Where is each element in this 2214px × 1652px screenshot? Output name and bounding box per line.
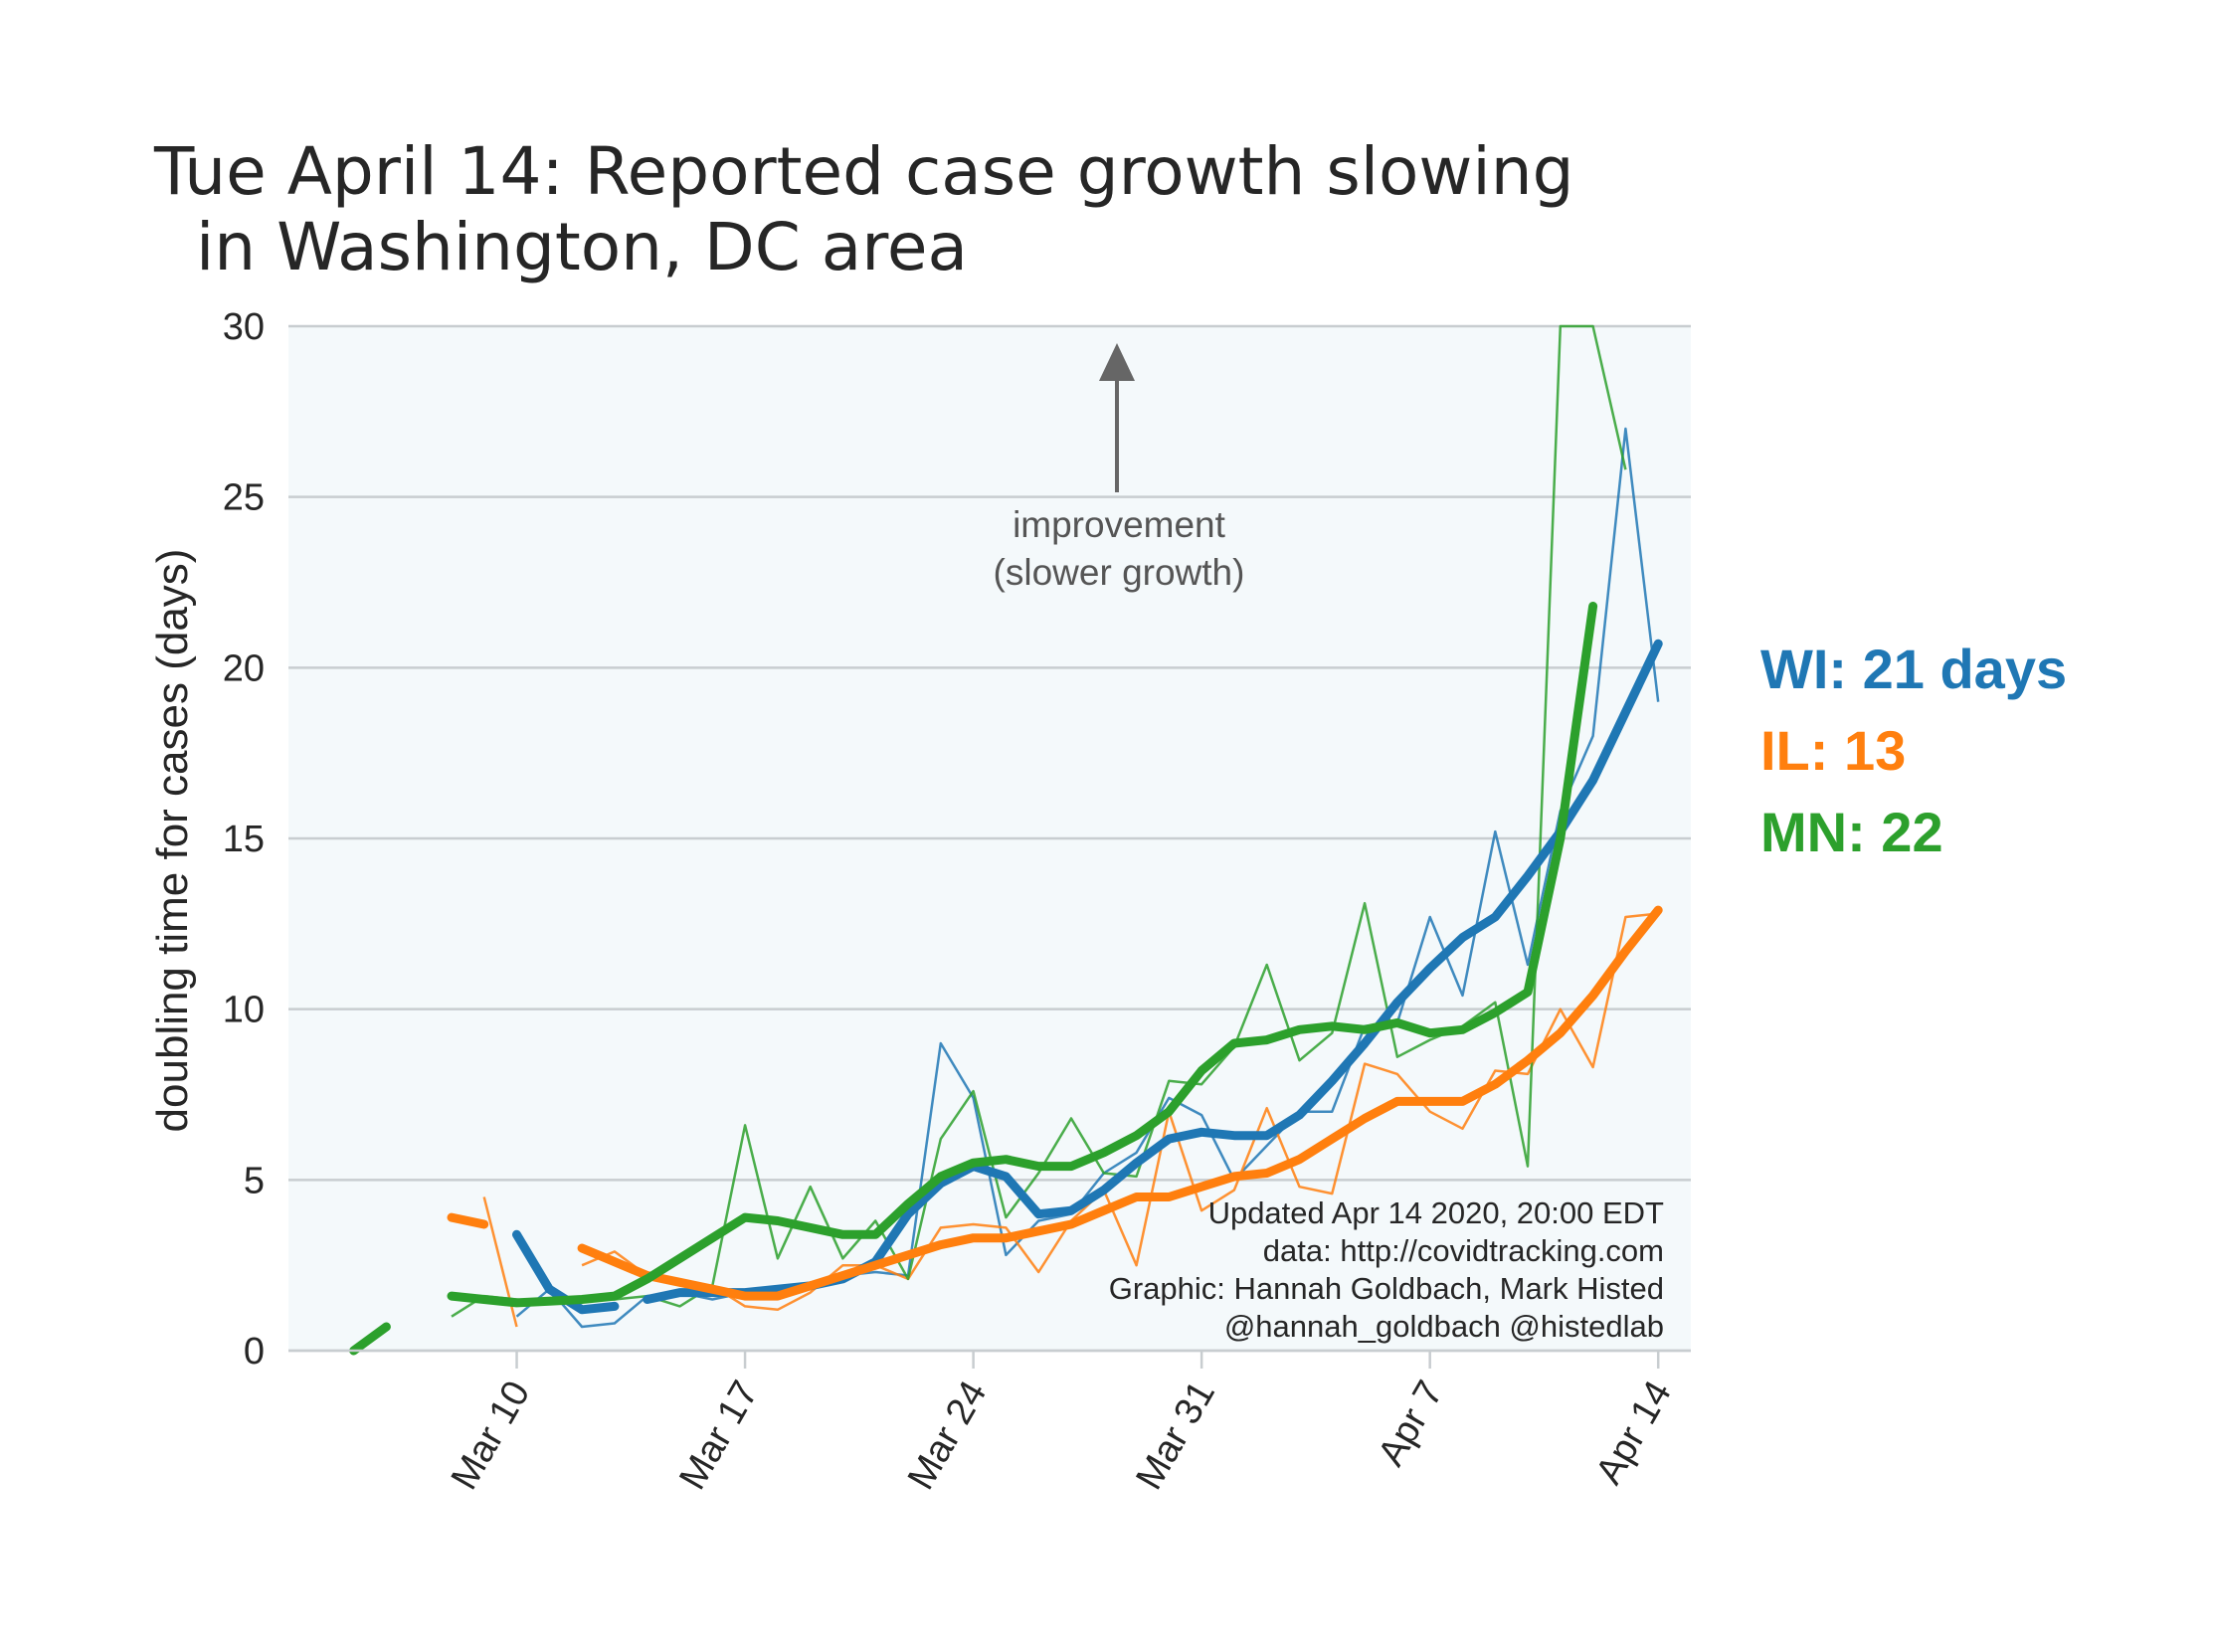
smoothed-series-lines: [349, 602, 1663, 1356]
smoothed-line-il-0: [447, 1212, 489, 1229]
y-tick-label-20: 20: [223, 647, 265, 689]
y-tick-label-25: 25: [223, 477, 265, 519]
axes: [288, 1349, 1691, 1369]
y-tick-labels: 0 5 10 15 20 25 30: [223, 306, 265, 1373]
y-tick-label-5: 5: [244, 1160, 265, 1201]
y-tick-label-10: 10: [223, 990, 265, 1031]
x-tick-label-4: Apr 7: [1371, 1375, 1452, 1474]
x-tick-labels: Mar 10 Mar 17 Mar 24 Mar 31 Apr 7 Apr 14: [444, 1375, 1680, 1497]
raw-line-wi-0: [515, 427, 1660, 1329]
credit-line-3: Graphic: Hannah Goldbach, Mark Histed: [1109, 1271, 1664, 1306]
annotation-line1: improvement: [1013, 504, 1226, 545]
improvement-annotation: improvement (slower growth): [994, 343, 1245, 593]
credit-line-2: data: http://covidtracking.com: [1263, 1233, 1664, 1268]
y-axis-label: doubling time for cases (days): [148, 549, 197, 1133]
legend-entry-il: IL: 13: [1760, 719, 1907, 782]
smoothed-line-mn-0: [349, 1322, 391, 1356]
chart-title: Tue April 14: Reported case growth slowi…: [154, 133, 1574, 285]
credit-line-4: @hannah_goldbach @histedlab: [1224, 1309, 1664, 1344]
x-tick-label-3: Mar 31: [1128, 1375, 1223, 1497]
annotation-line2: (slower growth): [994, 552, 1245, 593]
smoothed-line-il-1: [577, 905, 1663, 1301]
x-tick-label-5: Apr 14: [1588, 1375, 1680, 1492]
x-tick-label-1: Mar 17: [671, 1375, 767, 1497]
x-tick-label-2: Mar 24: [900, 1375, 996, 1497]
credits: Updated Apr 14 2020, 20:00 EDT data: htt…: [1109, 1195, 1664, 1344]
raw-line-il-1: [581, 912, 1659, 1312]
x-tick-label-0: Mar 10: [444, 1375, 539, 1497]
y-tick-label-15: 15: [223, 819, 265, 860]
annotation-arrow-head: [1099, 343, 1135, 381]
legend-entry-wi: WI: 21 days: [1760, 638, 2068, 700]
credit-line-1: Updated Apr 14 2020, 20:00 EDT: [1208, 1195, 1664, 1230]
legend-entry-mn: MN: 22: [1760, 801, 1943, 863]
smoothed-line-mn-1: [447, 602, 1598, 1308]
y-tick-label-0: 0: [244, 1331, 265, 1373]
y-tick-label-30: 30: [223, 306, 265, 348]
